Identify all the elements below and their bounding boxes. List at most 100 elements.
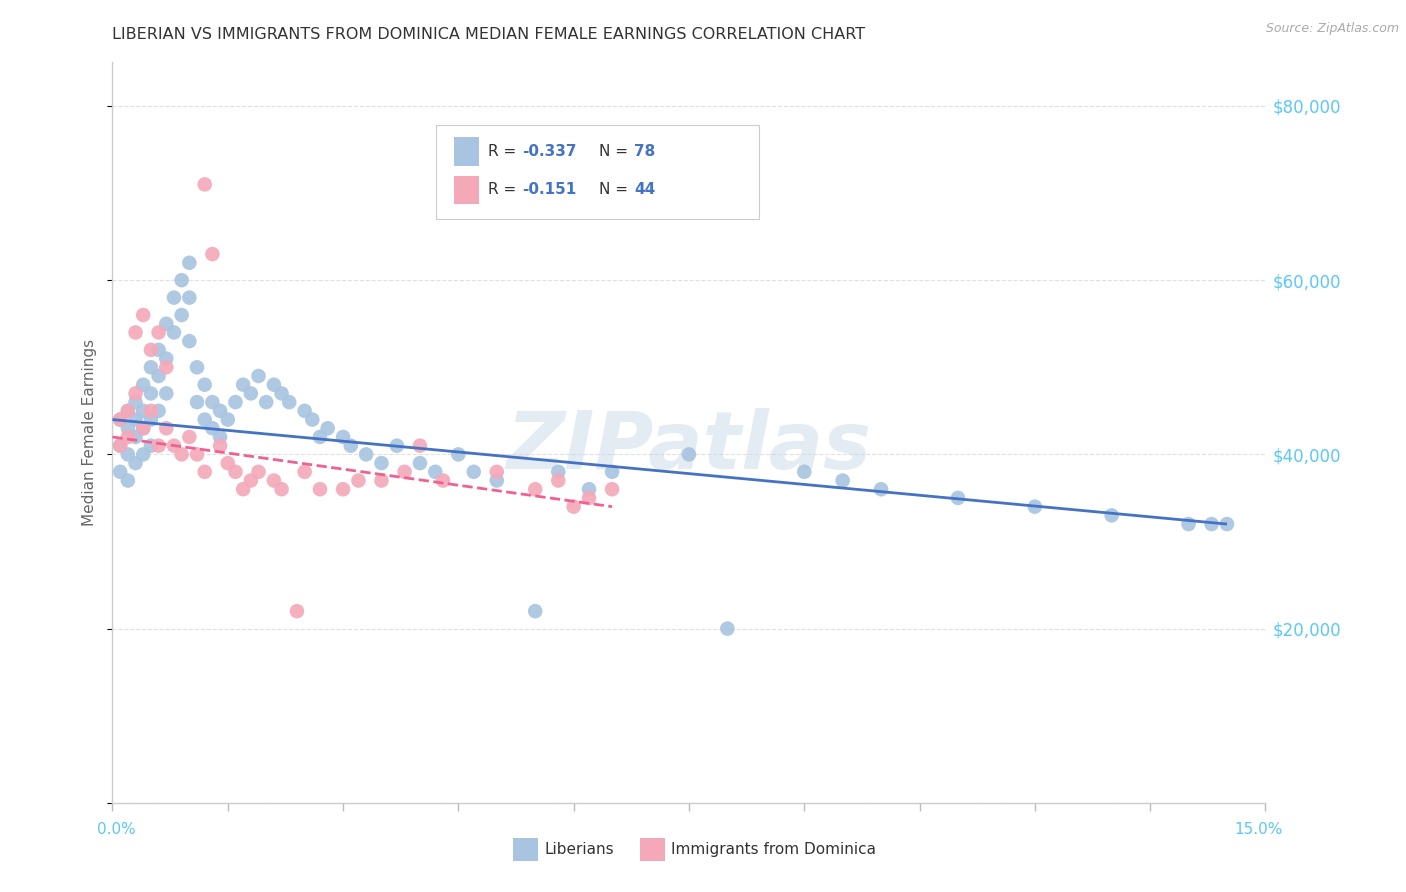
Point: [163, 326, 186, 340]
Point: [124, 430, 146, 444]
Point: [316, 421, 339, 435]
Point: [1177, 517, 1199, 532]
Text: Immigrants from Dominica: Immigrants from Dominica: [671, 842, 876, 856]
Point: [578, 482, 600, 496]
Point: [117, 421, 139, 435]
Point: [132, 421, 155, 435]
Point: [285, 604, 308, 618]
Point: [186, 360, 208, 375]
Point: [578, 491, 600, 505]
Point: [278, 395, 301, 409]
Point: [547, 474, 569, 488]
Point: [270, 386, 292, 401]
Y-axis label: Median Female Earnings: Median Female Earnings: [82, 339, 97, 526]
Point: [217, 412, 239, 426]
Point: [239, 386, 262, 401]
Point: [309, 482, 332, 496]
Text: 0.0%: 0.0%: [97, 822, 136, 837]
Point: [124, 386, 146, 401]
Point: [155, 386, 177, 401]
Point: [148, 404, 170, 418]
Point: [108, 439, 131, 453]
Point: [831, 474, 853, 488]
Text: 44: 44: [634, 183, 655, 197]
Point: [463, 465, 485, 479]
Point: [385, 439, 408, 453]
Point: [247, 465, 270, 479]
Point: [247, 369, 270, 384]
Point: [232, 482, 254, 496]
Point: [254, 395, 277, 409]
Point: [117, 404, 139, 418]
Point: [117, 447, 139, 461]
Point: [132, 377, 155, 392]
Point: [309, 430, 332, 444]
Point: [562, 500, 585, 514]
Point: [354, 447, 377, 461]
Point: [155, 317, 177, 331]
Point: [108, 412, 131, 426]
Point: [179, 291, 201, 305]
Point: [132, 404, 155, 418]
Point: [332, 482, 354, 496]
Point: [409, 439, 432, 453]
Point: [716, 622, 738, 636]
Point: [124, 412, 146, 426]
Point: [1101, 508, 1123, 523]
Point: [108, 465, 131, 479]
Point: [294, 465, 316, 479]
Text: N =: N =: [599, 183, 633, 197]
Point: [209, 439, 232, 453]
Point: [1201, 517, 1223, 532]
Point: [209, 404, 232, 418]
Text: R =: R =: [488, 183, 522, 197]
Point: [870, 482, 893, 496]
Point: [155, 351, 177, 366]
Point: [139, 360, 162, 375]
Text: -0.151: -0.151: [522, 183, 576, 197]
Point: [547, 465, 569, 479]
Point: [524, 482, 547, 496]
Text: ZIPatlas: ZIPatlas: [506, 409, 872, 486]
Point: [124, 395, 146, 409]
Text: Source: ZipAtlas.com: Source: ZipAtlas.com: [1265, 22, 1399, 36]
Point: [108, 439, 131, 453]
Point: [170, 447, 193, 461]
Text: -0.337: -0.337: [522, 145, 576, 159]
Point: [170, 308, 193, 322]
Text: LIBERIAN VS IMMIGRANTS FROM DOMINICA MEDIAN FEMALE EARNINGS CORRELATION CHART: LIBERIAN VS IMMIGRANTS FROM DOMINICA MED…: [112, 27, 866, 42]
Point: [124, 456, 146, 470]
Point: [179, 334, 201, 348]
Point: [194, 412, 217, 426]
Point: [148, 369, 170, 384]
Point: [132, 308, 155, 322]
Point: [179, 430, 201, 444]
Point: [186, 447, 208, 461]
Point: [224, 465, 246, 479]
Point: [485, 474, 508, 488]
Point: [370, 474, 392, 488]
Point: [148, 343, 170, 357]
Point: [217, 456, 239, 470]
Point: [163, 439, 186, 453]
Point: [117, 430, 139, 444]
Point: [600, 465, 623, 479]
Point: [232, 377, 254, 392]
Point: [347, 474, 370, 488]
Text: N =: N =: [599, 145, 633, 159]
Point: [239, 474, 262, 488]
Point: [139, 439, 162, 453]
Point: [194, 377, 217, 392]
Text: 15.0%: 15.0%: [1234, 822, 1282, 837]
Point: [201, 421, 224, 435]
Point: [139, 386, 162, 401]
Point: [148, 439, 170, 453]
Point: [432, 474, 454, 488]
Point: [163, 291, 186, 305]
Point: [194, 465, 217, 479]
Text: Liberians: Liberians: [544, 842, 614, 856]
Point: [117, 404, 139, 418]
Point: [209, 430, 232, 444]
Point: [394, 465, 416, 479]
Point: [201, 247, 224, 261]
